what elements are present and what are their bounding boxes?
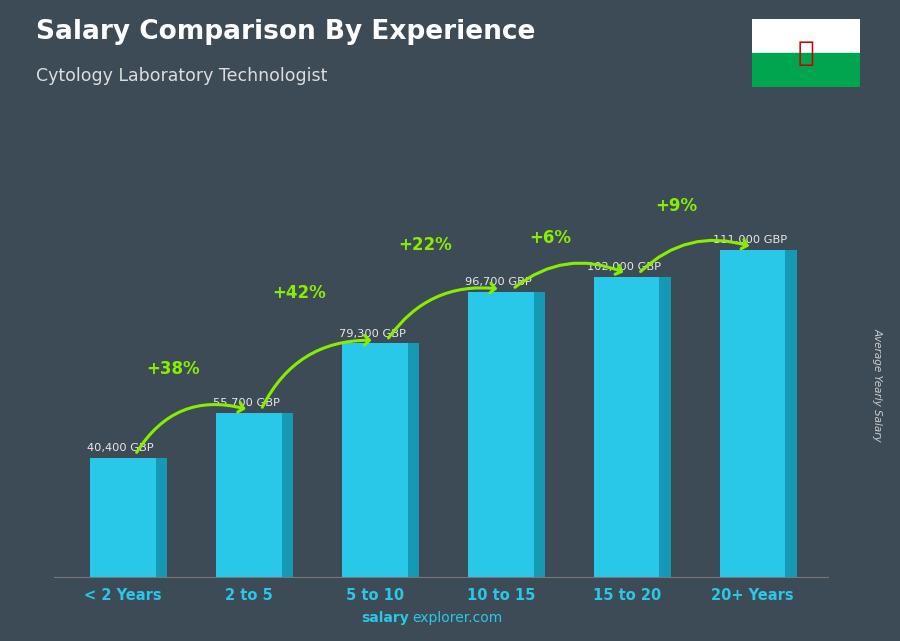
FancyBboxPatch shape [91, 458, 156, 577]
Polygon shape [408, 344, 419, 577]
Text: +6%: +6% [529, 229, 572, 247]
Bar [752, 19, 860, 53]
Text: +38%: +38% [146, 360, 200, 378]
Text: 🐉: 🐉 [797, 39, 814, 67]
Text: 96,700 GBP: 96,700 GBP [465, 278, 532, 287]
Polygon shape [534, 292, 544, 577]
Text: 40,400 GBP: 40,400 GBP [87, 443, 154, 453]
FancyBboxPatch shape [468, 292, 534, 577]
FancyBboxPatch shape [216, 413, 282, 577]
Text: 102,000 GBP: 102,000 GBP [587, 262, 662, 272]
Polygon shape [282, 413, 293, 577]
FancyBboxPatch shape [342, 344, 408, 577]
Text: 55,700 GBP: 55,700 GBP [213, 398, 280, 408]
FancyBboxPatch shape [720, 250, 785, 577]
Text: salary: salary [362, 611, 410, 625]
Text: 79,300 GBP: 79,300 GBP [339, 329, 406, 338]
Polygon shape [156, 458, 167, 577]
Text: Cytology Laboratory Technologist: Cytology Laboratory Technologist [36, 67, 328, 85]
Text: +9%: +9% [655, 197, 698, 215]
Text: 111,000 GBP: 111,000 GBP [713, 235, 787, 246]
FancyBboxPatch shape [594, 277, 660, 577]
Bar [752, 53, 860, 87]
Text: Salary Comparison By Experience: Salary Comparison By Experience [36, 19, 536, 46]
Text: +22%: +22% [398, 236, 452, 254]
Text: explorer.com: explorer.com [412, 611, 502, 625]
Polygon shape [785, 250, 796, 577]
Text: +42%: +42% [272, 284, 326, 303]
Text: Average Yearly Salary: Average Yearly Salary [872, 328, 883, 442]
Polygon shape [660, 277, 670, 577]
